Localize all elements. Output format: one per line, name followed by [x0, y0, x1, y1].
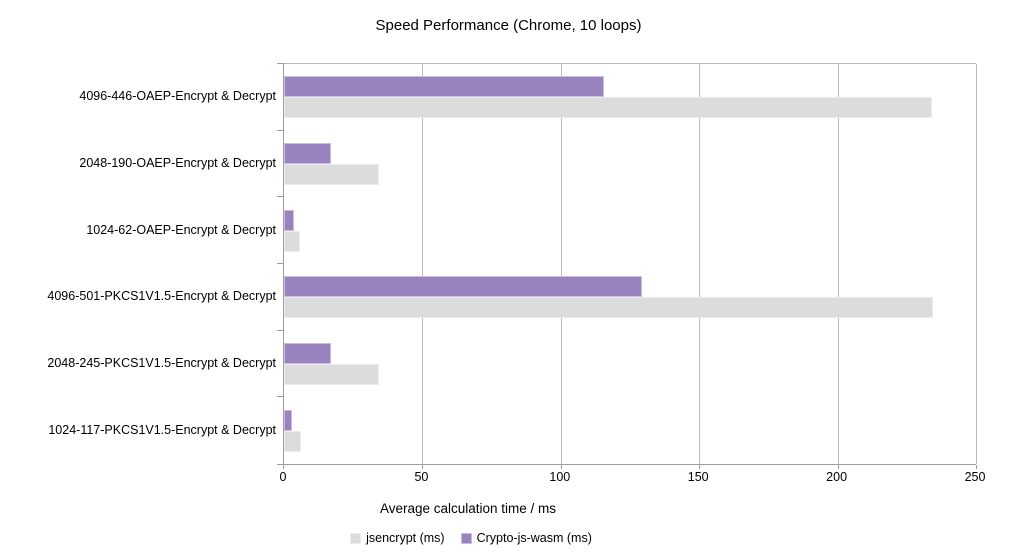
y-axis-labels: 4096-446-OAEP-Encrypt & Decrypt 2048-190-… — [0, 63, 276, 463]
category-label: 4096-501-PKCS1V1.5-Encrypt & Decrypt — [47, 289, 276, 304]
bar-jsencrypt-ms--row1 — [284, 164, 380, 185]
bar-crypto-js-wasm-ms--row4 — [284, 343, 332, 364]
bar-jsencrypt-ms--row3 — [284, 297, 934, 319]
y-tick-2 — [277, 196, 284, 197]
x-tick-200 — [837, 465, 839, 469]
legend-label: jsencrypt (ms) — [366, 531, 445, 545]
legend-item-crypto-js-wasm-ms-: Crypto-js-wasm (ms) — [460, 531, 592, 545]
x-tick-label-0: 0 — [279, 470, 287, 484]
x-tick-label-250: 250 — [964, 470, 986, 484]
bar-crypto-js-wasm-ms--row1 — [284, 143, 332, 164]
legend: jsencrypt (ms) Crypto-js-wasm (ms) — [0, 531, 942, 545]
legend-item-jsencrypt-ms-: jsencrypt (ms) — [350, 531, 445, 545]
x-tick-label-200: 200 — [826, 470, 848, 484]
bar-jsencrypt-ms--row0 — [284, 97, 932, 119]
category-label: 4096-446-OAEP-Encrypt & Decrypt — [79, 89, 276, 104]
chart-title: Speed Performance (Chrome, 10 loops) — [375, 17, 642, 34]
bar-crypto-js-wasm-ms--row2 — [284, 209, 295, 231]
legend-swatch — [350, 532, 362, 544]
x-tick-0 — [283, 465, 284, 469]
gridline-x-150 — [699, 64, 701, 464]
gridline-x-100 — [560, 64, 562, 464]
gridline-x-200 — [837, 64, 839, 464]
x-tick-100 — [560, 465, 562, 469]
x-tick-label-50: 50 — [414, 470, 429, 484]
gridline-x-250 — [976, 64, 977, 464]
category-label: 1024-117-PKCS1V1.5-Encrypt & Decrypt — [48, 422, 276, 437]
x-tick-50 — [422, 465, 424, 469]
x-tick-label-150: 150 — [687, 470, 709, 484]
x-axis-title: Average calculation time / ms — [379, 501, 557, 516]
x-axis-tick-labels: 0 50 100 150 200 250 — [279, 470, 986, 486]
bar-jsencrypt-ms--row4 — [284, 364, 380, 385]
y-tick-1 — [277, 130, 284, 131]
y-tick-3 — [277, 263, 284, 264]
x-tick-label-100: 100 — [549, 470, 571, 484]
y-tick-0 — [277, 63, 284, 64]
y-tick-6 — [277, 464, 284, 465]
category-label: 1024-62-OAEP-Encrypt & Decrypt — [86, 222, 276, 237]
bar-crypto-js-wasm-ms--row0 — [284, 76, 604, 98]
bar-crypto-js-wasm-ms--row3 — [284, 276, 643, 298]
plot-area — [277, 63, 977, 469]
y-tick-4 — [277, 330, 284, 331]
y-tick-5 — [277, 396, 284, 397]
legend-label: Crypto-js-wasm (ms) — [476, 531, 592, 545]
x-tick-250 — [976, 465, 977, 469]
x-tick-150 — [699, 465, 701, 469]
legend-swatch — [460, 532, 472, 544]
bar-jsencrypt-ms--row5 — [284, 430, 301, 452]
category-label: 2048-245-PKCS1V1.5-Encrypt & Decrypt — [47, 356, 276, 370]
gridline-x-50 — [422, 64, 424, 464]
bar-crypto-js-wasm-ms--row5 — [284, 409, 293, 431]
bar-jsencrypt-ms--row2 — [284, 230, 300, 252]
category-label: 2048-190-OAEP-Encrypt & Decrypt — [79, 156, 276, 170]
